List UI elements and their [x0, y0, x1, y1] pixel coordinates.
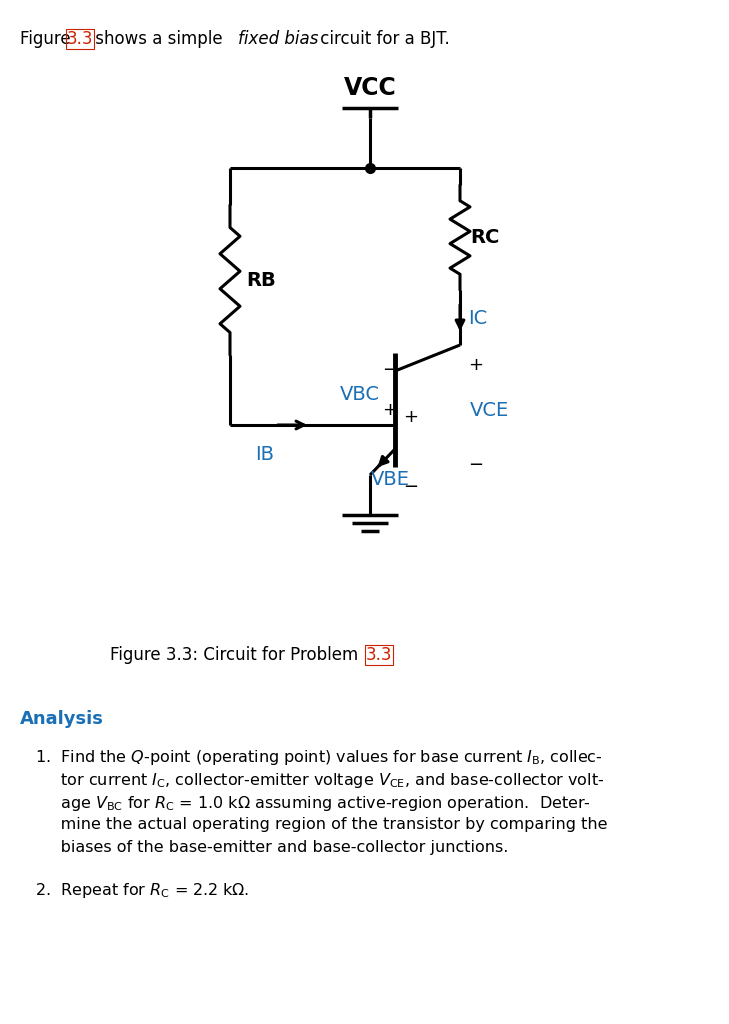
Text: mine the actual operating region of the transistor by comparing the: mine the actual operating region of the … — [35, 817, 607, 831]
Text: VBE: VBE — [370, 470, 410, 489]
Text: +: + — [468, 356, 483, 374]
Text: +: + — [383, 401, 397, 419]
Text: +: + — [403, 408, 418, 426]
Text: VBC: VBC — [340, 385, 380, 404]
Text: 1.  Find the $Q$-point (operating point) values for base current $I_\mathrm{B}$,: 1. Find the $Q$-point (operating point) … — [35, 748, 603, 767]
Text: 3.3: 3.3 — [67, 30, 93, 48]
Text: 2.  Repeat for $R_\mathrm{C}$ = 2.2 k$\Omega$.: 2. Repeat for $R_\mathrm{C}$ = 2.2 k$\Om… — [35, 881, 249, 900]
Text: −: − — [383, 361, 397, 379]
Text: age $V_\mathrm{BC}$ for $R_\mathrm{C}$ = 1.0 k$\Omega$ assuming active-region op: age $V_\mathrm{BC}$ for $R_\mathrm{C}$ =… — [35, 794, 591, 813]
Text: −: − — [468, 456, 483, 474]
Text: Figure: Figure — [20, 30, 76, 48]
Text: circuit for a BJT.: circuit for a BJT. — [315, 30, 450, 48]
Text: −: − — [403, 478, 418, 496]
Text: shows a simple: shows a simple — [90, 30, 228, 48]
Text: biases of the base-emitter and base-collector junctions.: biases of the base-emitter and base-coll… — [35, 840, 508, 855]
Text: IC: IC — [468, 308, 487, 328]
Text: IB: IB — [255, 445, 274, 464]
Text: tor current $I_\mathrm{C}$, collector-emitter voltage $V_\mathrm{CE}$, and base-: tor current $I_\mathrm{C}$, collector-em… — [35, 771, 604, 790]
Text: fixed bias: fixed bias — [238, 30, 319, 48]
Text: RB: RB — [246, 270, 276, 290]
Text: RC: RC — [470, 228, 499, 247]
Text: Analysis: Analysis — [20, 710, 104, 728]
Text: Figure 3.3: Circuit for Problem: Figure 3.3: Circuit for Problem — [111, 646, 364, 664]
Text: VCE: VCE — [470, 400, 510, 420]
Text: VCC: VCC — [343, 76, 397, 100]
Text: 3.3: 3.3 — [366, 646, 392, 664]
